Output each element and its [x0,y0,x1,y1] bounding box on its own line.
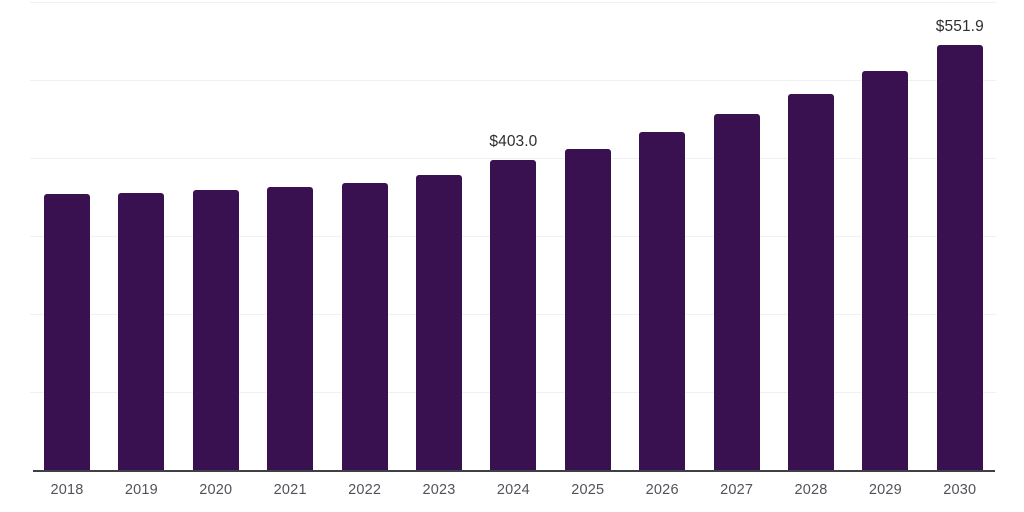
x-axis-tick-label: 2019 [124,482,158,498]
bar-value-label: $403.0 [489,132,538,150]
bar[interactable] [936,45,983,470]
bar[interactable] [118,192,165,470]
bar[interactable] [639,132,686,470]
x-axis-tick-label: 2024 [496,482,530,498]
bar-value-label: $551.9 [935,18,984,36]
bar[interactable] [862,71,909,470]
x-axis-tick-label: 2022 [348,482,382,498]
x-axis-tick-label: 2029 [868,482,902,498]
bar[interactable] [44,194,90,470]
x-axis-tick-label: 2025 [571,482,605,498]
x-axis-line [33,470,995,472]
bar[interactable] [416,175,462,470]
x-axis-tick-label: 2028 [794,482,828,498]
gridline [30,158,996,159]
gridline [30,80,996,81]
bar[interactable] [341,182,388,470]
bar[interactable] [788,93,834,470]
x-axis-tick-label: 2020 [199,482,233,498]
x-axis-tick-label: 2026 [645,482,679,498]
bar[interactable] [713,114,760,470]
x-axis-tick-label: 2030 [943,482,977,498]
bar[interactable] [267,186,314,470]
x-axis-tick-label: 2018 [50,482,84,498]
x-axis-tick-label: 2023 [422,482,456,498]
x-axis-tick-label: 2027 [720,482,754,498]
bar[interactable] [564,149,611,470]
bar[interactable] [490,159,537,470]
x-axis-tick-label: 2021 [273,482,307,498]
bar[interactable] [192,189,239,470]
gridline [30,2,996,3]
